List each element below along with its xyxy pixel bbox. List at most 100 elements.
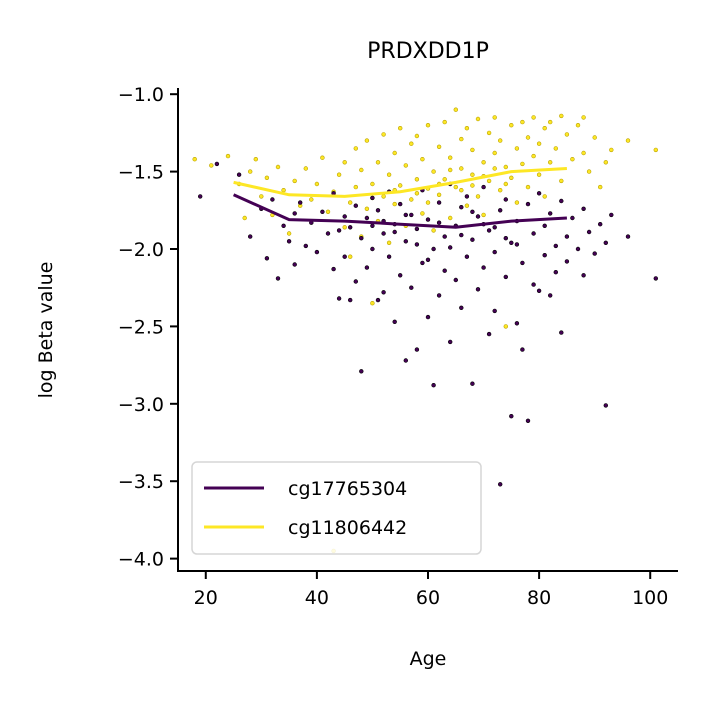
data-point-cg11806442-4 [242, 215, 247, 221]
data-point-cg17765304-107 [581, 273, 586, 278]
data-point-cg17765304-15 [314, 249, 320, 255]
data-point-cg17765304-30 [364, 215, 370, 221]
data-point-cg17765304-91 [531, 231, 536, 236]
data-point-cg11806442-120 [425, 200, 431, 205]
data-point-cg17765304-5 [264, 256, 270, 261]
data-point-cg11806442-85 [514, 146, 520, 151]
data-point-cg17765304-99 [553, 270, 558, 275]
data-point-cg17765304-102 [564, 234, 570, 239]
data-point-cg17765304-103 [564, 259, 570, 264]
data-point-cg11806442-75 [486, 130, 492, 136]
data-point-cg17765304-8 [281, 223, 286, 229]
data-point-cg17765304-77 [492, 308, 497, 314]
data-point-cg11806442-67 [464, 203, 470, 208]
data-point-cg17765304-39 [386, 254, 392, 259]
data-point-cg17765304-78 [498, 482, 503, 487]
trend-lines [232, 167, 567, 229]
y-tick-label: −3.5 [118, 471, 164, 493]
y-tick-label: −2.5 [118, 316, 164, 338]
data-point-cg11806442-17 [314, 181, 320, 187]
data-point-cg17765304-63 [453, 277, 458, 283]
data-point-cg17765304-70 [475, 287, 481, 292]
data-point-cg17765304-110 [597, 222, 603, 227]
data-point-cg11806442-68 [464, 125, 470, 131]
data-point-cg11806442-31 [364, 206, 370, 212]
y-tick-label: −1.5 [118, 162, 164, 184]
data-point-cg17765304-109 [592, 251, 597, 256]
y-axis-label: log Beta value [35, 262, 57, 399]
data-point-cg17765304-98 [553, 243, 558, 249]
data-point-cg11806442-54 [425, 122, 431, 128]
x-tick-label: 100 [632, 587, 668, 609]
data-point-cg11806442-106 [581, 115, 586, 120]
data-point-cg11806442-72 [475, 116, 481, 122]
data-point-cg17765304-28 [359, 369, 364, 374]
data-point-cg17765304-83 [509, 240, 514, 246]
data-point-cg11806442-7 [259, 194, 264, 199]
chart-title: PRDXDD1P [367, 39, 489, 64]
data-point-cg11806442-58 [436, 192, 442, 198]
data-point-cg11806442-123 [492, 166, 497, 171]
data-point-cg17765304-45 [403, 239, 408, 244]
data-point-cg17765304-116 [436, 220, 442, 225]
data-point-cg17765304-123 [448, 245, 453, 250]
data-point-cg11806442-6 [253, 157, 259, 162]
data-point-cg17765304-51 [420, 260, 425, 266]
data-point-cg17765304-53 [425, 217, 431, 222]
data-point-cg11806442-93 [536, 172, 542, 177]
data-point-cg11806442-22 [336, 172, 342, 177]
data-point-cg17765304-92 [536, 288, 542, 293]
data-point-cg11806442-111 [609, 147, 614, 153]
data-point-cg17765304-119 [392, 229, 397, 235]
data-point-cg17765304-3 [248, 234, 253, 239]
data-point-cg17765304-7 [275, 276, 281, 281]
data-point-cg11806442-113 [653, 147, 658, 153]
data-point-cg17765304-90 [531, 282, 536, 287]
data-point-cg11806442-121 [448, 167, 453, 173]
data-point-cg11806442-56 [431, 228, 436, 233]
data-point-cg17765304-113 [609, 212, 614, 218]
data-point-cg11806442-13 [292, 178, 297, 184]
data-point-cg11806442-70 [470, 147, 475, 153]
data-point-cg11806442-83 [509, 122, 514, 128]
data-point-cg17765304-13 [303, 243, 308, 249]
data-point-cg11806442-52 [420, 157, 425, 162]
data-point-cg11806442-102 [564, 132, 570, 137]
y-axis-ticks: −1.0 −1.5 −2.0 −2.5 −3.0 −3.5 −4.0 [118, 84, 178, 571]
data-point-cg11806442-91 [531, 153, 536, 159]
legend-label-cg11806442: cg11806442 [288, 517, 407, 539]
data-point-cg11806442-25 [348, 200, 353, 205]
data-point-cg11806442-30 [359, 167, 364, 173]
data-point-cg17765304-35 [375, 208, 381, 213]
data-point-cg17765304-117 [414, 242, 420, 247]
data-point-cg11806442-18 [320, 155, 325, 160]
data-point-cg11806442-60 [442, 177, 447, 182]
data-point-cg17765304-16 [320, 209, 325, 215]
data-point-cg11806442-48 [409, 197, 414, 202]
data-point-cg17765304-21 [336, 296, 342, 301]
data-point-cg11806442-84 [509, 175, 514, 181]
data-point-cg17765304-86 [520, 347, 525, 352]
data-point-cg11806442-77 [492, 150, 497, 156]
data-point-cg17765304-118 [459, 232, 464, 238]
legend-box [191, 461, 482, 555]
y-tick-label: −3.0 [118, 394, 164, 416]
data-point-cg11806442-24 [342, 160, 347, 165]
data-point-cg17765304-73 [481, 184, 486, 190]
data-point-cg11806442-80 [498, 138, 503, 143]
data-point-cg11806442-92 [531, 115, 536, 120]
data-point-cg11806442-37 [381, 132, 386, 137]
data-point-cg11806442-71 [475, 194, 481, 199]
data-point-cg11806442-107 [586, 169, 592, 174]
data-point-cg17765304-41 [392, 319, 397, 324]
data-point-cg11806442-82 [503, 324, 508, 329]
data-point-cg17765304-104 [570, 215, 575, 221]
x-tick-label: 60 [416, 587, 440, 609]
data-point-cg17765304-33 [370, 246, 375, 252]
trend-line-cg11806442 [233, 167, 567, 198]
data-point-cg17765304-100 [559, 198, 564, 204]
data-point-cg17765304-32 [370, 195, 375, 201]
data-point-cg17765304-1 [214, 161, 220, 167]
data-point-cg11806442-2 [225, 153, 231, 159]
data-point-cg17765304-124 [403, 212, 408, 218]
